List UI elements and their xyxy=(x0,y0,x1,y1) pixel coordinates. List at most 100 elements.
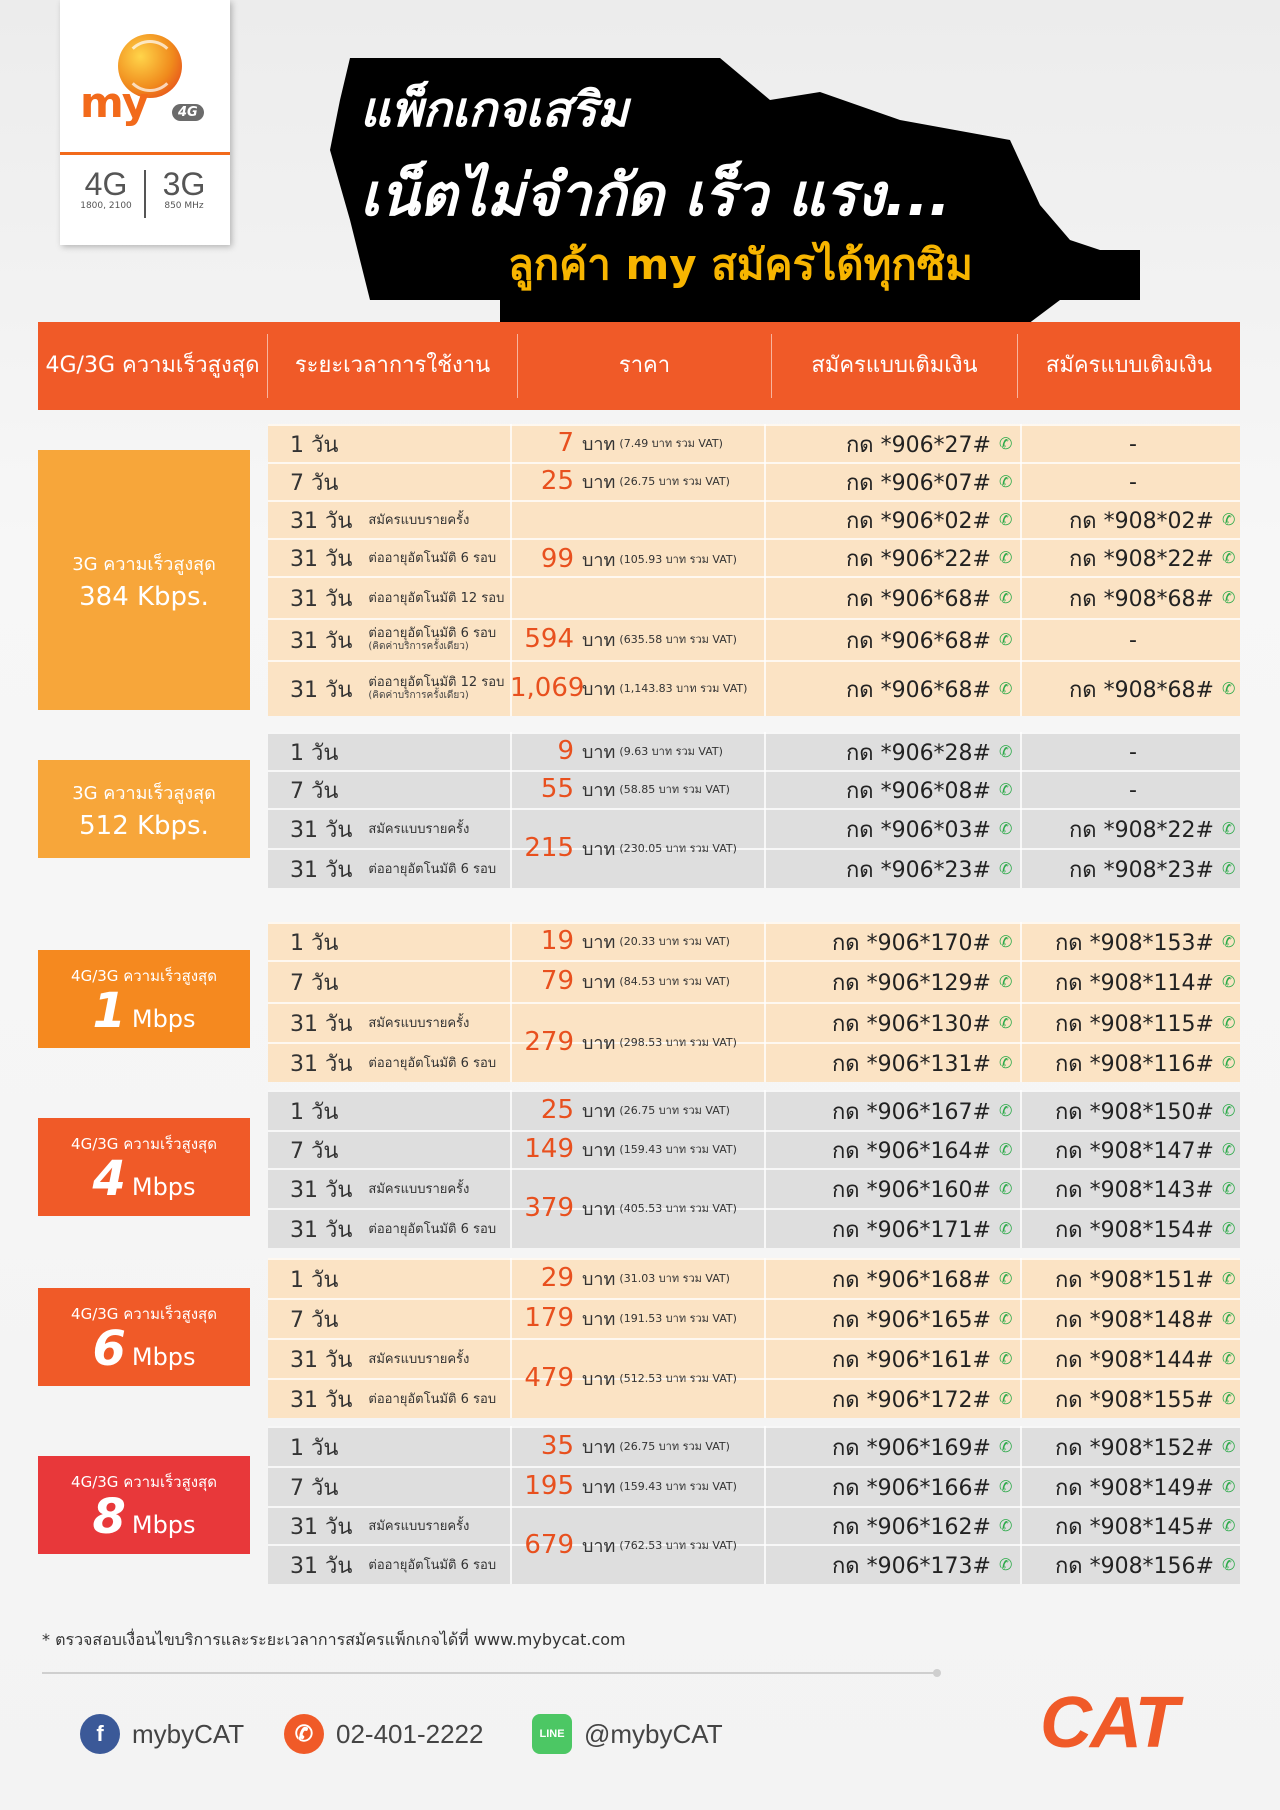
price-cell: 149 บาท (159.43 บาท รวม VAT) xyxy=(510,1130,760,1168)
code-text: กด *908*150# xyxy=(1054,1099,1214,1125)
prepaid-code-1[interactable]: กด *906*164# ✆ xyxy=(820,1132,1015,1168)
code-text: กด *906*172# xyxy=(831,1387,991,1413)
prepaid-code-1[interactable]: กด *906*172# ✆ xyxy=(820,1380,1015,1418)
prepaid-code-2[interactable]: กด *908*68# ✆ xyxy=(1028,662,1238,716)
prepaid-code-1[interactable]: กด *906*169# ✆ xyxy=(820,1428,1015,1466)
phone-contact[interactable]: ✆ 02-401-2222 xyxy=(284,1714,483,1754)
prepaid-code-1[interactable]: กด *906*68# ✆ xyxy=(820,578,1015,618)
prepaid-code-1[interactable]: กด *906*168# ✆ xyxy=(820,1260,1015,1298)
price-vat: (230.05 บาท รวม VAT) xyxy=(619,842,737,855)
duration-cell: 31 วัน สมัครแบบรายครั้ง xyxy=(290,1170,469,1208)
prepaid-code-2[interactable]: - xyxy=(1028,772,1238,808)
price-value: 195 xyxy=(524,1471,574,1501)
prepaid-code-1[interactable]: กด *906*129# ✆ xyxy=(820,962,1015,1002)
prepaid-code-2[interactable]: - xyxy=(1028,426,1238,462)
prepaid-code-1[interactable]: กด *906*07# ✆ xyxy=(820,464,1015,500)
prepaid-code-2[interactable]: กด *908*148# ✆ xyxy=(1028,1300,1238,1338)
prepaid-code-2[interactable]: กด *908*147# ✆ xyxy=(1028,1132,1238,1168)
duration-note-text: ต่ออายุอัตโนมัติ 6 รอบ xyxy=(368,861,497,877)
facebook-contact[interactable]: f mybyCAT xyxy=(80,1714,244,1754)
prepaid-code-2[interactable]: กด *908*143# ✆ xyxy=(1028,1170,1238,1208)
prepaid-code-2[interactable]: กด *908*156# ✆ xyxy=(1028,1546,1238,1584)
prepaid-code-2[interactable]: กด *908*144# ✆ xyxy=(1028,1340,1238,1378)
duration-days: 7 วัน xyxy=(290,778,339,804)
prepaid-code-2[interactable]: - xyxy=(1028,620,1238,660)
prepaid-code-2[interactable]: กด *908*02# ✆ xyxy=(1028,502,1238,538)
speed-unit: Mbps xyxy=(131,1005,196,1033)
prepaid-code-1[interactable]: กด *906*165# ✆ xyxy=(820,1300,1015,1338)
duration-days: 31 วัน xyxy=(290,1177,353,1203)
duration-note: ต่ออายุอัตโนมัติ 6 รอบ (คิดค่าบริการครั้ง… xyxy=(368,627,496,653)
prepaid-code-2[interactable]: กด *908*151# ✆ xyxy=(1028,1260,1238,1298)
phone-icon: ✆ xyxy=(1222,1219,1236,1238)
line-contact[interactable]: LINE @mybyCAT xyxy=(532,1714,723,1754)
prepaid-code-2[interactable]: กด *908*68# ✆ xyxy=(1028,578,1238,618)
prepaid-code-1[interactable]: กด *906*131# ✆ xyxy=(820,1044,1015,1082)
prepaid-code-2[interactable]: กด *908*150# ✆ xyxy=(1028,1092,1238,1130)
duration-cell: 31 วัน ต่ออายุอัตโนมัติ 6 รอบ xyxy=(290,1546,496,1584)
duration-note-text: ต่ออายุอัตโนมัติ 6 รอบ xyxy=(368,626,497,641)
prepaid-code-1[interactable]: กด *906*68# ✆ xyxy=(820,620,1015,660)
prepaid-code-2[interactable]: กด *908*155# ✆ xyxy=(1028,1380,1238,1418)
duration-days: 7 วัน xyxy=(290,470,339,496)
price-vat: (512.53 บาท รวม VAT) xyxy=(619,1372,737,1385)
price-unit: บาท xyxy=(582,678,616,700)
price-value: 379 xyxy=(524,1193,574,1223)
prepaid-code-1[interactable]: กด *906*170# ✆ xyxy=(820,924,1015,960)
header-duration: ระยะเวลาการใช้งาน xyxy=(268,334,518,398)
duration-note-text: ต่ออายุอัตโนมัติ 6 รอบ xyxy=(368,1557,497,1573)
package-group: 1 วัน กด *906*167# ✆ กด *908*150# ✆ 7 วัน กด *… xyxy=(268,1090,1240,1248)
prepaid-code-1[interactable]: กด *906*130# ✆ xyxy=(820,1004,1015,1042)
prepaid-code-1[interactable]: กด *906*68# ✆ xyxy=(820,662,1015,716)
prepaid-code-1[interactable]: กด *906*161# ✆ xyxy=(820,1340,1015,1378)
price-value: 35 xyxy=(540,1431,574,1461)
price-cell: 29 บาท (31.03 บาท รวม VAT) xyxy=(510,1258,760,1298)
prepaid-code-1[interactable]: กด *906*162# ✆ xyxy=(820,1508,1015,1544)
phone-icon: ✆ xyxy=(999,819,1013,838)
header-prepaid-1: สมัครแบบเติมเงิน xyxy=(772,334,1018,398)
prepaid-code-1[interactable]: กด *906*27# ✆ xyxy=(820,426,1015,462)
prepaid-code-2[interactable]: กด *908*145# ✆ xyxy=(1028,1508,1238,1544)
price-value: 19 xyxy=(540,926,574,956)
speed-unit: Mbps xyxy=(131,1343,196,1371)
prepaid-code-1[interactable]: กด *906*23# ✆ xyxy=(820,850,1015,888)
prepaid-code-1[interactable]: กด *906*171# ✆ xyxy=(820,1210,1015,1248)
prepaid-code-2[interactable]: กด *908*152# ✆ xyxy=(1028,1428,1238,1466)
speed-label: 4G/3G ความเร็วสูงสุด xyxy=(71,967,217,985)
prepaid-code-2[interactable]: กด *908*149# ✆ xyxy=(1028,1468,1238,1506)
duration-days: 1 วัน xyxy=(290,432,339,458)
table-row: 31 วัน สมัครแบบรายครั้ง กด *906*162# ✆ กด *9… xyxy=(268,1506,1240,1544)
prepaid-code-1[interactable]: กด *906*22# ✆ xyxy=(820,540,1015,576)
prepaid-code-2[interactable]: กด *908*22# ✆ xyxy=(1028,810,1238,848)
prepaid-code-1[interactable]: กด *906*166# ✆ xyxy=(820,1468,1015,1506)
prepaid-code-2[interactable]: กด *908*22# ✆ xyxy=(1028,540,1238,576)
table-row: 31 วัน ต่ออายุอัตโนมัติ 12 รอบ (คิดค่าบริก… xyxy=(268,660,1240,716)
phone-icon: ✆ xyxy=(1222,1140,1236,1159)
prepaid-code-2[interactable]: กด *908*154# ✆ xyxy=(1028,1210,1238,1248)
prepaid-code-1[interactable]: กด *906*160# ✆ xyxy=(820,1170,1015,1208)
speed-badge: 4G/3G ความเร็วสูงสุด 8 Mbps xyxy=(38,1456,250,1554)
prepaid-code-2[interactable]: กด *908*116# ✆ xyxy=(1028,1044,1238,1082)
price-unit: บาท xyxy=(582,779,616,801)
prepaid-code-1[interactable]: กด *906*173# ✆ xyxy=(820,1546,1015,1584)
prepaid-code-1[interactable]: กด *906*08# ✆ xyxy=(820,772,1015,808)
phone-icon: ✆ xyxy=(999,1269,1013,1288)
duration-note-text: ต่ออายุอัตโนมัติ 12 รอบ xyxy=(368,590,505,606)
table-row: 7 วัน กด *906*164# ✆ กด *908*147# ✆ xyxy=(268,1130,1240,1168)
prepaid-code-2[interactable]: กด *908*114# ✆ xyxy=(1028,962,1238,1002)
price-value: 594 xyxy=(524,624,574,654)
phone-icon: ✆ xyxy=(284,1714,324,1754)
prepaid-code-2[interactable]: กด *908*153# ✆ xyxy=(1028,924,1238,960)
prepaid-code-2[interactable]: กด *908*115# ✆ xyxy=(1028,1004,1238,1042)
phone-icon: ✆ xyxy=(1222,588,1236,607)
prepaid-code-2[interactable]: กด *908*23# ✆ xyxy=(1028,850,1238,888)
duration-note-sub: (คิดค่าบริการครั้งเดียว) xyxy=(368,641,469,652)
code-text: กด *906*68# xyxy=(845,586,991,612)
prepaid-code-2[interactable]: - xyxy=(1028,464,1238,500)
prepaid-code-1[interactable]: กด *906*02# ✆ xyxy=(820,502,1015,538)
prepaid-code-2[interactable]: - xyxy=(1028,734,1238,770)
duration-note-text: ต่ออายุอัตโนมัติ 12 รอบ xyxy=(368,675,505,690)
prepaid-code-1[interactable]: กด *906*167# ✆ xyxy=(820,1092,1015,1130)
prepaid-code-1[interactable]: กด *906*28# ✆ xyxy=(820,734,1015,770)
prepaid-code-1[interactable]: กด *906*03# ✆ xyxy=(820,810,1015,848)
